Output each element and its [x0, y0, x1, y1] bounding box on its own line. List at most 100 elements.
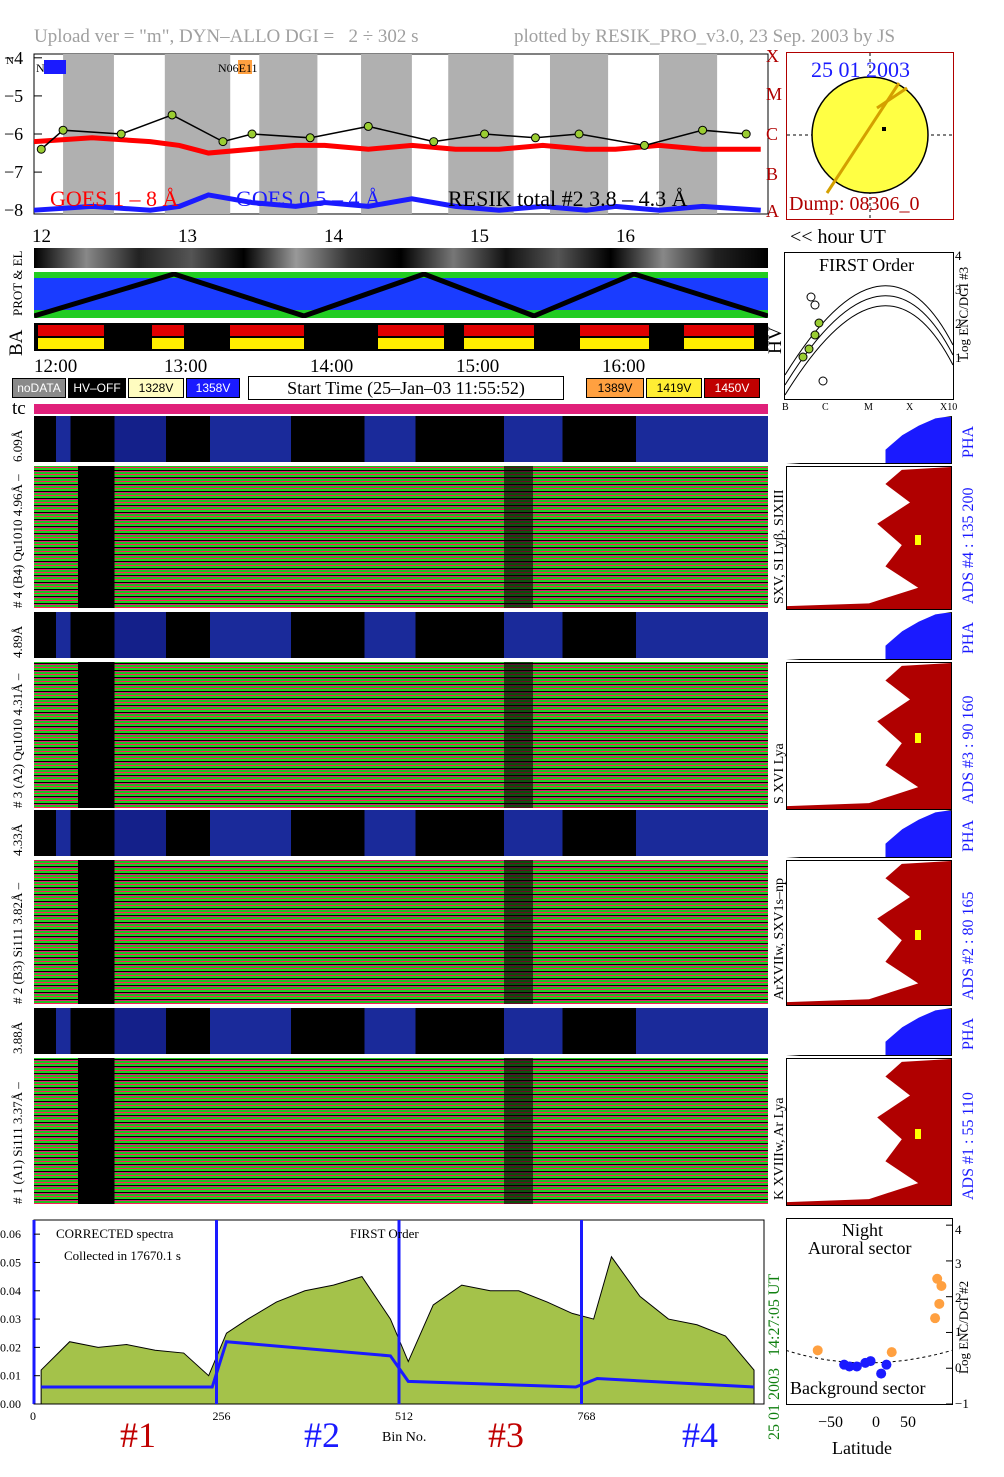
ion-lines-label: ArXVIIw, SXV1s–np [772, 878, 787, 1000]
channel-pha-wavelength: 4.89Å [10, 625, 25, 658]
channel-mark: #2 [304, 1415, 340, 1455]
lat-ytick-label: 1 [955, 1324, 962, 1339]
spectra-ytick-label: 0.02 [0, 1340, 21, 1354]
resik-point [58, 125, 68, 135]
first-order-ylabel: Log ENC/DGI #3 [956, 266, 971, 360]
hour-tick: 15 [470, 226, 489, 247]
channel-label: # 1 (A1) Si111 3.37Å – [10, 1082, 25, 1204]
goes-ytick-label: −4 [4, 48, 23, 68]
class-label-a: A [766, 201, 779, 221]
resik-point [247, 129, 257, 139]
spectra-caption: CORRECTED spectra [56, 1226, 174, 1241]
channel-pha-wavelength: 4.33Å [10, 823, 25, 856]
flare-class-axis: X M C B A [766, 46, 784, 221]
first-order-title: FIRST Order [819, 255, 915, 275]
resik-point [429, 137, 439, 147]
prot-el-label: PROT & EL [10, 250, 25, 317]
latitude-threshold [786, 1349, 953, 1364]
first-order-ytick: 4 [955, 248, 962, 263]
resik-point [218, 137, 228, 147]
ads-marker [915, 930, 921, 941]
spectra-ytick-label: 0.03 [0, 1312, 21, 1326]
ads-label: ADS #2 : 80 165 [960, 891, 977, 1000]
hour-tick: 16 [616, 226, 635, 247]
spectra-ytick-label: 0.05 [0, 1255, 21, 1269]
latitude-plot-area [786, 1218, 953, 1405]
spectrogram-panel [34, 662, 768, 808]
ba-segment-red [38, 325, 104, 336]
ba-segment-red [152, 325, 184, 336]
ba-segment-yellow [38, 338, 104, 349]
lat-ytick-label: 3 [955, 1256, 962, 1271]
pha-label: PHA [960, 1017, 977, 1050]
hv-label: HV [765, 326, 786, 354]
proton-strip-pattern [34, 272, 768, 318]
spectra-date-stamp: 25 01 2003 [766, 1368, 783, 1440]
pha-histogram [786, 810, 952, 858]
dump-id: Dump: 08306_0 [789, 193, 920, 215]
background-point [881, 1359, 892, 1370]
channel-mark: #3 [488, 1415, 524, 1455]
ba-segment-red [580, 325, 649, 336]
lat-xtick-label: 0 [872, 1414, 880, 1431]
resik-point [363, 121, 373, 131]
goes-ytick-label: −6 [4, 124, 23, 144]
ads-fill [787, 861, 951, 1005]
marker-box-left [44, 60, 66, 74]
ba-segment-red [684, 325, 754, 336]
resik-point [305, 133, 315, 143]
channel-label: # 3 (A2) Qu1010 4.31Å – [10, 673, 25, 808]
pha-strip [34, 612, 768, 658]
hour-ut-label: << hour UT [790, 226, 886, 248]
spectra-order: FIRST Order [350, 1226, 419, 1241]
electron-strip [34, 248, 768, 268]
ion-lines-label: S XVI Lya [772, 743, 787, 804]
spectra-ytick-label: 0.04 [0, 1284, 21, 1298]
ion-lines-label: K XVIIIw, Ar Lya [772, 1097, 787, 1200]
spectra-ytick-label: 0.00 [0, 1397, 21, 1411]
auroral-point [934, 1298, 945, 1309]
ba-segment-red [378, 325, 444, 336]
tc-strip [34, 404, 768, 414]
class-label-b: B [766, 164, 779, 184]
lat-xlabel: Latitude [832, 1438, 892, 1458]
corrected-spectra-chart: 0.00 0.01 0.02 0.03 0.04 0.05 0.06 0 256 512 768 [0, 1219, 765, 1423]
marker-left: N [36, 61, 45, 75]
pha-histogram [786, 612, 952, 660]
time-tick: 15:00 [456, 356, 500, 377]
first-order-panel: FIRST Order [784, 252, 954, 400]
time-tick: 12:00 [34, 356, 78, 377]
spectrogram-panel [34, 1058, 768, 1204]
pha-strip [34, 416, 768, 462]
ba-segment-yellow [464, 338, 534, 349]
lat-ytick-label: −1 [955, 1396, 969, 1411]
resik-point [480, 129, 490, 139]
lat-ytick-label: 0 [955, 1360, 962, 1375]
first-order-xtick: C [822, 402, 829, 413]
ads-fill [787, 467, 951, 609]
spectra-time-stamp: 14:27:05 UT [766, 1273, 783, 1356]
pha-label: PHA [960, 425, 977, 458]
resik-point [698, 125, 708, 135]
spectrogram-panel [34, 466, 768, 608]
resik-point [167, 110, 177, 120]
sun-disk [787, 53, 953, 219]
ads-histogram [786, 860, 952, 1006]
start-time: Start Time (25–Jan–03 11:55:52) [248, 376, 564, 400]
ba-segment-yellow [152, 338, 184, 349]
pha-strip [34, 1008, 768, 1054]
resik-point [741, 129, 751, 139]
ba-segment-red [230, 325, 304, 336]
pha-label: PHA [960, 621, 977, 654]
hour-axis: 12 13 14 15 16 << hour UT [0, 226, 1004, 248]
spectra-xtick-label: 768 [578, 1409, 596, 1423]
goes-ytick-label: −5 [4, 86, 23, 106]
channel-label: # 4 (B4) Qu1010 4.96Å – [10, 474, 25, 608]
channel-pha-wavelength: 3.88Å [10, 1021, 25, 1054]
hour-tick: 14 [324, 226, 343, 247]
hour-tick: 13 [178, 226, 197, 247]
goes-series-line [33, 192, 761, 213]
spectra-xtick-label: 256 [213, 1409, 231, 1423]
spectra-xtick-label: 512 [395, 1409, 413, 1423]
resik-point [530, 133, 540, 143]
